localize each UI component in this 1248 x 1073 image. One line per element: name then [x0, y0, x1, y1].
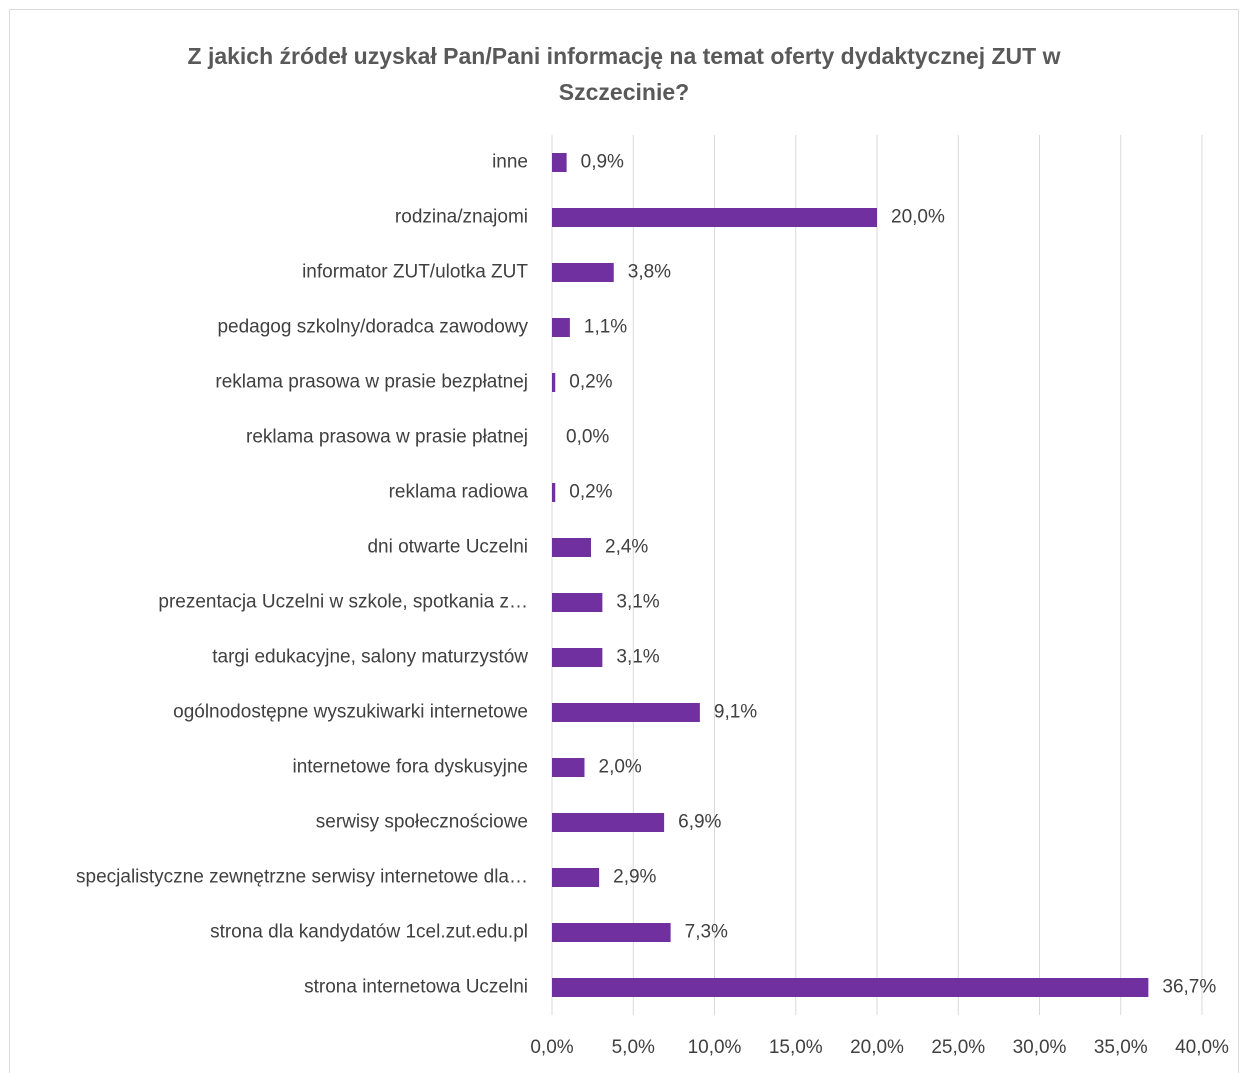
data-label: 36,7%	[1162, 977, 1216, 998]
data-label: 2,9%	[613, 867, 656, 888]
data-label: 0,2%	[569, 482, 612, 503]
bar	[552, 703, 700, 722]
y-tick-label: reklama prasowa w prasie płatnej	[246, 427, 528, 448]
y-tick-label: internetowe fora dyskusyjne	[292, 757, 528, 778]
y-tick-label: reklama prasowa w prasie bezpłatnej	[215, 372, 528, 393]
y-tick-label: strona internetowa Uczelni	[304, 977, 528, 998]
x-tick-label: 10,0%	[688, 1037, 742, 1058]
y-tick-label: inne	[492, 152, 528, 173]
data-label: 1,1%	[584, 317, 627, 338]
data-label: 2,0%	[599, 757, 642, 778]
x-tick-label: 20,0%	[850, 1037, 904, 1058]
data-label: 6,9%	[678, 812, 721, 833]
bar	[552, 648, 603, 667]
x-tick-label: 25,0%	[931, 1037, 985, 1058]
data-label: 0,2%	[569, 372, 612, 393]
bar	[552, 263, 614, 282]
data-label: 3,1%	[616, 592, 659, 613]
bar	[552, 978, 1149, 997]
data-label: 9,1%	[714, 702, 757, 723]
bar	[552, 813, 665, 832]
bar	[552, 318, 570, 337]
data-label: 0,9%	[581, 152, 624, 173]
x-tick-label: 0,0%	[530, 1037, 573, 1058]
bar	[552, 593, 603, 612]
x-tick-label: 35,0%	[1094, 1037, 1148, 1058]
y-tick-label: pedagog szkolny/doradca zawodowy	[217, 317, 528, 338]
bar	[552, 373, 556, 392]
data-label: 3,8%	[628, 262, 671, 283]
data-label: 0,0%	[566, 427, 609, 448]
y-tick-label: prezentacja Uczelni w szkole, spotkania …	[158, 592, 528, 613]
chart-title: Z jakich źródeł uzyskał Pan/Pani informa…	[187, 43, 1061, 105]
x-tick-label: 40,0%	[1175, 1037, 1229, 1058]
x-tick-label: 30,0%	[1013, 1037, 1067, 1058]
y-tick-label: reklama radiowa	[389, 482, 529, 503]
data-label: 20,0%	[891, 207, 945, 228]
chart-border	[9, 9, 1239, 1073]
data-label: 7,3%	[685, 922, 728, 943]
y-tick-label: informator ZUT/ulotka ZUT	[302, 262, 528, 283]
y-tick-label: dni otwarte Uczelni	[367, 537, 528, 558]
y-tick-label: rodzina/znajomi	[395, 207, 528, 228]
y-tick-label: specjalistyczne zewnętrzne serwisy inter…	[76, 867, 528, 888]
data-label: 2,4%	[605, 537, 648, 558]
y-tick-label: serwisy społecznościowe	[316, 812, 528, 833]
y-tick-label: strona dla kandydatów 1cel.zut.edu.pl	[210, 922, 528, 943]
x-tick-label: 15,0%	[769, 1037, 823, 1058]
x-tick-label: 5,0%	[612, 1037, 655, 1058]
bar	[552, 868, 600, 887]
bar	[552, 153, 567, 172]
bar	[552, 923, 671, 942]
bar	[552, 758, 585, 777]
y-tick-label: targi edukacyjne, salony maturzystów	[212, 647, 528, 668]
data-label: 3,1%	[616, 647, 659, 668]
bar	[552, 538, 591, 557]
bar	[552, 483, 556, 502]
y-tick-label: ogólnodostępne wyszukiwarki internetowe	[173, 702, 528, 723]
bar	[552, 208, 877, 227]
